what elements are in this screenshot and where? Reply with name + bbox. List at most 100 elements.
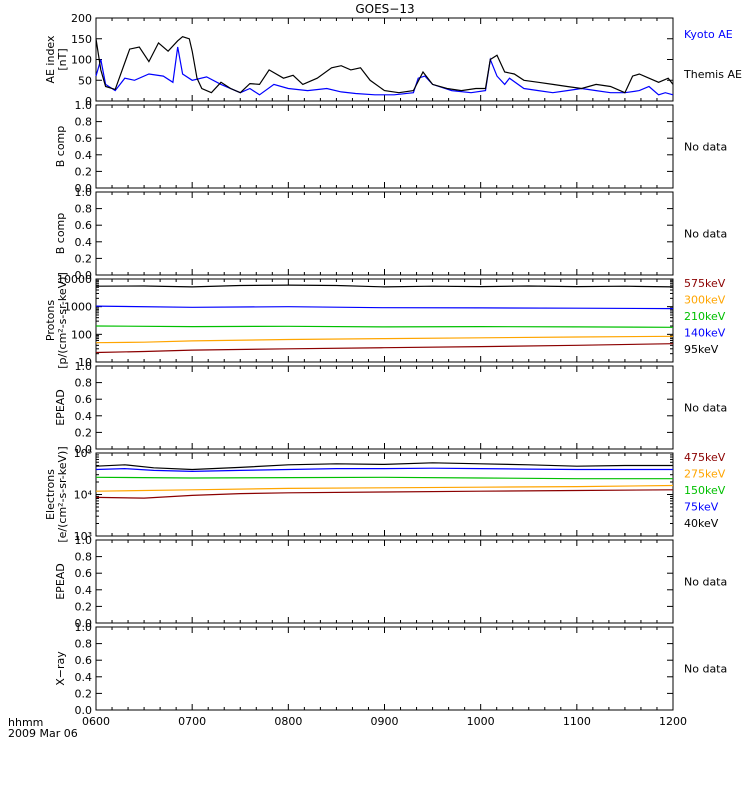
y-tick-label: 10⁵ [74, 447, 92, 460]
y-axis-label: Electrons [44, 469, 57, 520]
y-tick-label: 100 [71, 54, 92, 67]
y-axis-label: EPEAD [54, 389, 67, 426]
legend-entry: 475keV [684, 451, 726, 464]
series-line-40kev [95, 462, 673, 471]
y-tick-label: 0.6 [75, 132, 93, 145]
y-axis-label: B comp [54, 213, 67, 255]
series-line-95kev [95, 284, 674, 288]
y-tick-label: 10000 [57, 273, 92, 286]
y-axis-label: Protons [44, 300, 57, 341]
y-axis-label: [e/(cm²-s-sr-keV)] [56, 446, 69, 542]
y-axis-label: [nT] [56, 48, 69, 70]
y-axis-label: [p/(cm²-s-sr-keV)] [56, 272, 69, 369]
panel-b2: 0.0 0.2 0.4 0.6 0.8 1.0 B comp No data [54, 186, 727, 282]
series-line-275kev [95, 484, 674, 492]
date-label: 2009 Mar 06 [8, 727, 78, 740]
y-tick-label: 0.8 [75, 638, 93, 651]
x-tick-label: 1100 [563, 715, 591, 728]
panels: 0 50 100 150 200 AE index [nT] Kyoto AE Themis A… [44, 12, 742, 717]
time-axis-label: hhmm [8, 716, 43, 729]
series-line-140kev [95, 305, 674, 310]
legend-entry: 210keV [684, 310, 726, 323]
y-tick-label: 200 [71, 12, 92, 25]
y-axis-label: AE index [44, 35, 57, 84]
panel-epead1: 0.0 0.2 0.4 0.6 0.8 1.0 EPEAD No data [54, 360, 727, 456]
y-tick-label: 10⁴ [74, 489, 93, 502]
panel-frame [95, 626, 674, 711]
panel-frame [95, 191, 674, 276]
y-tick-label: 0.6 [75, 219, 93, 232]
series-line-210kev [95, 325, 674, 328]
panel-electrons: 10³ 10⁴ 10⁵ Electrons [e/(cm²-s-sr-keV)] 475k… [44, 446, 726, 543]
y-tick-label: 1.0 [75, 360, 93, 373]
series-line-150kev [95, 476, 673, 480]
legend-entry: 75keV [684, 501, 719, 514]
x-tick-label: 0600 [82, 715, 110, 728]
legend-entry: 40keV [684, 517, 719, 530]
no-data-note: No data [684, 141, 727, 154]
y-tick-label: 1.0 [75, 99, 93, 112]
y-tick-label: 0.4 [75, 236, 93, 249]
y-tick-label: 0.2 [75, 687, 93, 700]
y-tick-label: 0.4 [75, 149, 93, 162]
y-tick-label: 1.0 [75, 186, 93, 199]
no-data-note: No data [684, 663, 727, 676]
y-tick-label: 0.4 [75, 584, 93, 597]
legend-entry: Themis AE [683, 68, 742, 81]
figure-title: GOES−13 [355, 2, 414, 16]
legend-entry: 300keV [684, 294, 726, 307]
y-tick-label: 0.8 [75, 116, 93, 129]
y-tick-label: 100 [71, 328, 92, 341]
panel-frame [95, 278, 674, 363]
panel-frame [95, 104, 674, 189]
no-data-note: No data [684, 228, 727, 241]
y-axis-label: B comp [54, 126, 67, 168]
y-tick-label: 1.0 [75, 621, 93, 634]
panel-epead2: 0.0 0.2 0.4 0.6 0.8 1.0 EPEAD No data [54, 534, 727, 630]
legend-entry: 275keV [684, 468, 726, 481]
series-line-75kev [95, 467, 673, 473]
panel-protons: 10 100 1000 10000 Protons [p/(cm²-s-sr-keV)] 5… [44, 272, 726, 369]
y-tick-label: 0.0 [75, 443, 93, 456]
time-axis: 0600 0700 0800 0900 1000 1100 1200 [82, 715, 687, 728]
y-tick-label: 0.4 [75, 410, 93, 423]
y-tick-label: 0.6 [75, 567, 93, 580]
y-tick-label: 0.8 [75, 203, 93, 216]
y-tick-label: 150 [71, 33, 92, 46]
series-line-575kev [95, 343, 674, 354]
y-tick-label: 1.0 [75, 534, 93, 547]
y-tick-label: 0.0 [75, 617, 93, 630]
x-tick-label: 0700 [178, 715, 206, 728]
panel-frame [95, 452, 674, 537]
series-line-475kev [95, 489, 674, 499]
y-tick-label: 0.6 [75, 654, 93, 667]
legend-entry: Kyoto AE [684, 28, 733, 41]
y-tick-label: 0.8 [75, 377, 93, 390]
panel-frame [95, 365, 674, 450]
series-line-themis-ae [95, 36, 674, 94]
y-axis-label: X−ray [54, 651, 67, 686]
y-tick-label: 50 [78, 74, 92, 87]
y-tick-label: 0.0 [75, 269, 93, 282]
y-tick-label: 0.2 [75, 426, 93, 439]
panel-frame [95, 17, 674, 102]
legend-entry: 95keV [684, 343, 719, 356]
panel-frame [95, 539, 674, 624]
x-tick-label: 1200 [659, 715, 687, 728]
no-data-note: No data [684, 576, 727, 589]
y-tick-label: 0.2 [75, 252, 93, 265]
y-tick-label: 0.0 [75, 704, 93, 717]
panel-xray: 0.0 0.2 0.4 0.6 0.8 1.0 X−ray No data [54, 621, 727, 717]
y-tick-label: 10 [78, 356, 92, 369]
y-tick-label: 1000 [64, 301, 92, 314]
no-data-note: No data [684, 402, 727, 415]
y-tick-label: 10³ [74, 530, 92, 543]
x-tick-label: 1000 [467, 715, 495, 728]
y-tick-label: 0.6 [75, 393, 93, 406]
x-tick-label: 0900 [371, 715, 399, 728]
x-tick-label: 0800 [274, 715, 302, 728]
y-tick-label: 0.0 [75, 182, 93, 195]
legend-entry: 140keV [684, 327, 726, 340]
panel-b1: 0.0 0.2 0.4 0.6 0.8 1.0 B comp No data [54, 99, 727, 195]
